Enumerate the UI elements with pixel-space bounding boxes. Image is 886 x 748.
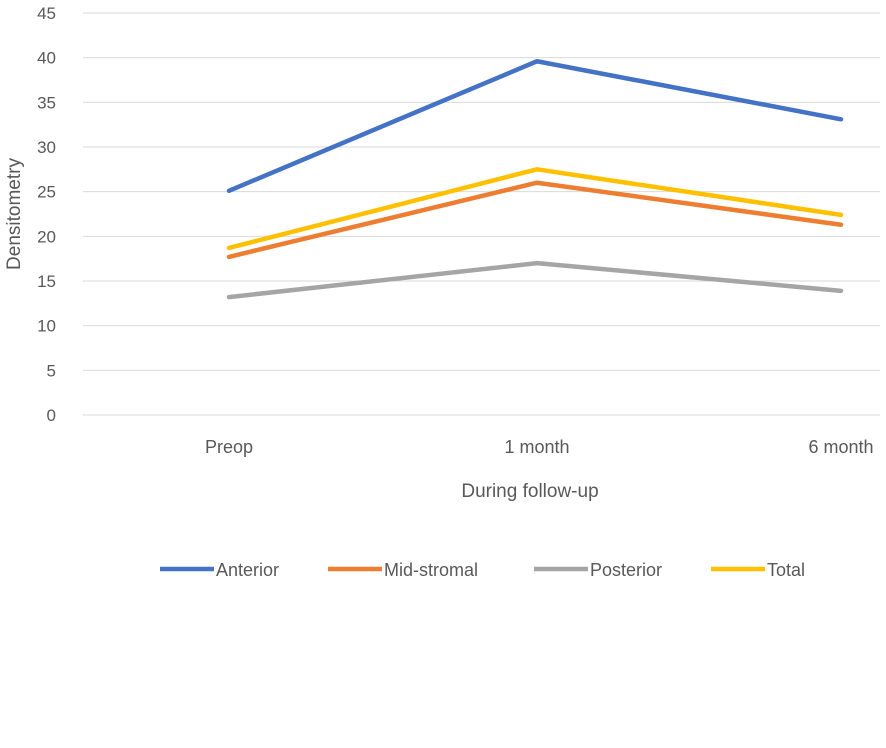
y-tick-label: 15	[37, 272, 56, 291]
x-tick-label: 6 month	[808, 437, 873, 457]
y-tick-label: 10	[37, 317, 56, 336]
series-line-posterior	[226, 260, 844, 300]
y-tick-label: 5	[47, 361, 56, 380]
legend-label: Anterior	[216, 560, 279, 580]
legend: Anterior Mid-stromal Posterior Total	[160, 560, 805, 580]
x-axis-label: During follow-up	[461, 481, 598, 502]
legend-label: Mid-stromal	[384, 560, 478, 580]
y-tick-label: 45	[37, 4, 56, 23]
x-tick-label: 1 month	[504, 437, 569, 457]
y-tick-label: 0	[47, 406, 56, 425]
series-line-total	[226, 167, 844, 251]
y-tick-label: 40	[37, 49, 56, 68]
legend-label: Posterior	[590, 560, 662, 580]
series-line-anterior	[226, 58, 844, 194]
y-axis-label: Densitometry	[4, 158, 25, 270]
legend-label: Total	[767, 560, 805, 580]
y-tick-label: 35	[37, 93, 56, 112]
x-tick-label: Preop	[205, 437, 253, 457]
y-tick-label: 20	[37, 227, 56, 246]
series-line-mid-stromal	[226, 180, 844, 260]
y-tick-label: 25	[37, 183, 56, 202]
y-tick-label: 30	[37, 138, 56, 157]
